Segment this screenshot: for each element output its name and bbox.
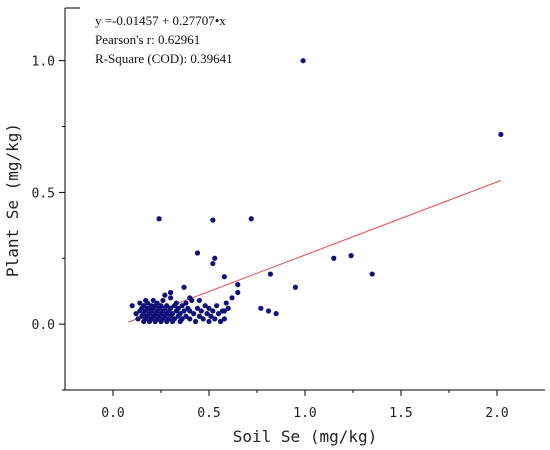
data-point [221, 308, 227, 314]
data-point [208, 313, 214, 319]
data-point [206, 305, 212, 311]
data-point [183, 300, 189, 306]
data-point [187, 316, 193, 322]
data-point [248, 216, 254, 222]
x-tick-label: 0.5 [197, 406, 220, 421]
data-point [210, 217, 216, 223]
data-point [150, 297, 156, 304]
data-point [158, 303, 164, 309]
data-point [179, 303, 185, 309]
data-point [292, 284, 298, 290]
y-tick-label: 0.0 [32, 318, 55, 333]
data-point [179, 316, 185, 322]
data-point [200, 316, 206, 322]
data-point [212, 316, 218, 322]
data-point [214, 303, 220, 309]
data-point [235, 289, 241, 296]
points-layer [129, 58, 504, 325]
data-point [267, 271, 274, 277]
data-point [331, 255, 337, 261]
data-point [181, 308, 187, 314]
annotation-r-square: R-Square (COD): 0.39641 [95, 51, 233, 66]
data-point [183, 313, 189, 319]
data-point [300, 58, 306, 64]
data-point [162, 292, 168, 298]
data-point [216, 311, 222, 317]
data-point [192, 318, 199, 325]
data-point [187, 295, 193, 301]
data-point [223, 300, 229, 306]
data-point [160, 297, 166, 304]
y-tick-label: 0.5 [32, 186, 55, 201]
data-point [171, 316, 178, 322]
x-tick-label: 1.0 [293, 406, 316, 421]
data-point [154, 300, 160, 306]
data-point [129, 303, 135, 309]
data-point [156, 216, 162, 222]
x-ticks: 0.0 0.5 1.0 1.5 2.0 [101, 390, 509, 421]
data-point [196, 313, 202, 319]
data-point [369, 271, 375, 277]
y-axis-title: Plant Se (mg/kg) [3, 123, 22, 277]
annotation-equation: y =-0.01457 + 0.27707•x [95, 13, 226, 28]
data-point [206, 318, 212, 325]
data-point [168, 289, 174, 296]
data-point [221, 316, 227, 322]
data-point [196, 297, 202, 304]
x-tick-label: 0.0 [101, 406, 124, 421]
data-point [235, 282, 241, 288]
data-point [135, 316, 141, 322]
fit-line [128, 180, 502, 323]
data-point [265, 308, 272, 314]
y-ticks: 0.0 0.5 1.0 [32, 55, 65, 391]
data-point [133, 311, 139, 317]
data-point [187, 308, 193, 314]
data-point [229, 295, 235, 301]
data-point [225, 305, 231, 311]
data-point [191, 311, 197, 317]
x-axis-title: Soil Se (mg/kg) [233, 427, 378, 446]
data-point [194, 250, 201, 256]
data-point [141, 303, 147, 309]
data-point [273, 311, 279, 317]
annotation-pearson: Pearson's r: 0.62961 [95, 32, 200, 47]
data-point [210, 308, 216, 314]
data-point [204, 311, 210, 317]
data-point [168, 295, 174, 301]
data-point [348, 253, 354, 259]
data-point [181, 284, 187, 290]
data-point [202, 303, 208, 309]
data-point [498, 131, 504, 138]
data-point [258, 305, 264, 311]
data-point [173, 300, 179, 306]
data-point [175, 305, 181, 311]
data-point [137, 300, 143, 306]
data-point [221, 274, 227, 280]
data-point [164, 303, 170, 309]
data-point [217, 318, 224, 325]
data-point [210, 260, 216, 267]
y-tick-label: 1.0 [32, 55, 55, 70]
x-tick-label: 1.5 [389, 406, 412, 421]
data-point [212, 255, 218, 261]
data-point [198, 308, 204, 314]
fit-line-layer [128, 180, 502, 323]
data-point [169, 311, 176, 317]
data-point [177, 311, 183, 317]
data-point [144, 300, 151, 306]
data-point [194, 305, 201, 311]
data-point [168, 305, 174, 311]
x-tick-label: 2.0 [485, 406, 508, 421]
